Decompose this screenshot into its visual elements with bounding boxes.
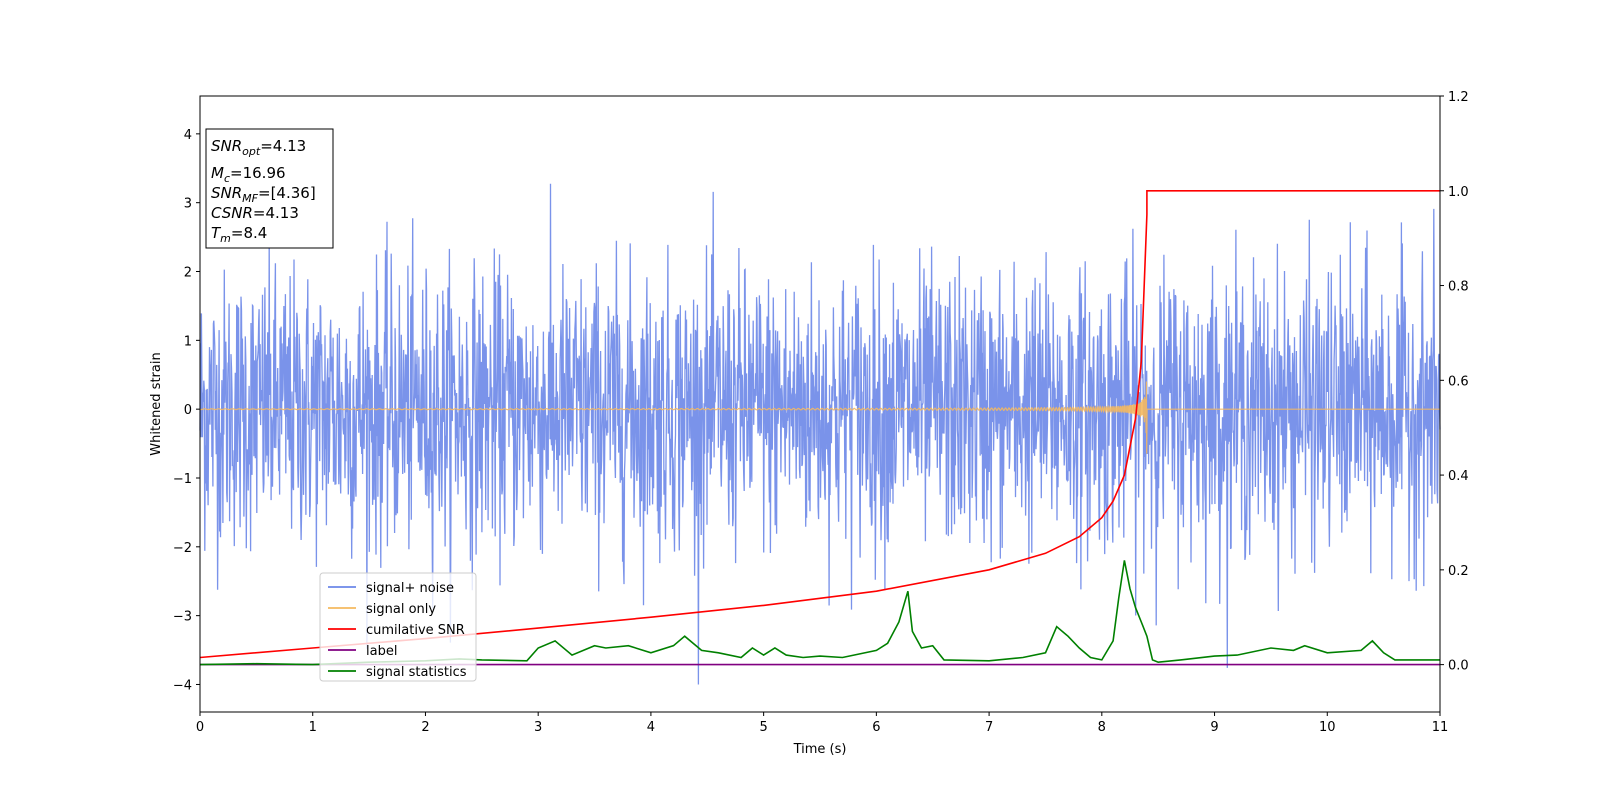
y-tick-label: 4 (184, 128, 192, 143)
y-tick-label: −1 (173, 472, 192, 487)
stat-tm: Tm=8.4 (211, 224, 267, 245)
y-axis-left: −4 −3 −2 −1 0 1 2 3 4 (173, 128, 200, 693)
x-tick-label: 1 (309, 720, 317, 735)
x-tick-label: 11 (1432, 720, 1449, 735)
cumilative-SNR-line (199, 190, 1440, 659)
x-tick-label: 5 (759, 720, 767, 735)
x-tick-label: 6 (872, 720, 880, 735)
x-tick-label: 7 (985, 720, 993, 735)
legend-frame (319, 572, 477, 682)
y-tick-label: −3 (173, 610, 192, 625)
y-axis-right: 0.0 0.2 0.4 0.6 0.8 1.0 1.2 (1440, 90, 1469, 674)
signal-only-series (199, 381, 1440, 454)
y2-tick-label: 1.2 (1448, 90, 1469, 105)
y-tick-label: 1 (184, 334, 192, 349)
signal-plus-noise-series (199, 183, 1441, 685)
y2-tick-label: 1.0 (1448, 185, 1469, 200)
x-tick-label: 4 (647, 720, 655, 735)
y2-tick-label: 0.0 (1448, 659, 1469, 674)
y2-tick-label: 0.2 (1448, 564, 1469, 579)
plot-frame (199, 95, 1441, 713)
legend: signal+ noise signal only cumilative SNR la… (319, 572, 477, 682)
x-tick-label: 8 (1098, 720, 1106, 735)
stat-snr-opt: SNRopt=4.13 (211, 137, 306, 158)
stats-box: SNRopt=4.13 Mc=16.96 SNRMF=[4.36] CSNR=4… (205, 128, 334, 249)
stat-snr-mf: SNRMF=[4.36] (211, 184, 316, 205)
legend-label: signal only (366, 602, 436, 617)
y-axis-label: Whitened strain (149, 352, 164, 455)
signal-plus-noise-line (199, 183, 1441, 685)
signal-statistics-line (199, 560, 1440, 666)
legend-label: signal+ noise (366, 581, 454, 596)
y2-tick-label: 0.4 (1448, 469, 1469, 484)
x-axis: 0 1 2 3 4 5 6 7 8 9 10 11 (196, 712, 1448, 735)
y-tick-label: −4 (173, 678, 192, 693)
x-tick-label: 9 (1210, 720, 1218, 735)
stat-mc: Mc=16.96 (211, 164, 286, 185)
legend-label: label (366, 644, 397, 659)
x-axis-label: Time (s) (793, 742, 847, 757)
y2-tick-label: 0.8 (1448, 280, 1469, 295)
y-tick-label: 2 (184, 266, 192, 281)
stats-box-frame (205, 128, 334, 249)
y2-tick-label: 0.6 (1448, 374, 1469, 389)
y-tick-label: 0 (184, 403, 192, 418)
x-tick-label: 0 (196, 720, 204, 735)
stat-csnr: CSNR=4.13 (211, 204, 299, 222)
legend-label: signal statistics (366, 665, 467, 680)
signal-only-line (199, 381, 1440, 454)
x-tick-label: 3 (534, 720, 542, 735)
y-tick-label: −2 (173, 541, 192, 556)
legend-label: cumilative SNR (366, 623, 465, 638)
x-tick-label: 10 (1319, 720, 1336, 735)
y-tick-label: 3 (184, 197, 192, 212)
x-tick-label: 2 (421, 720, 429, 735)
